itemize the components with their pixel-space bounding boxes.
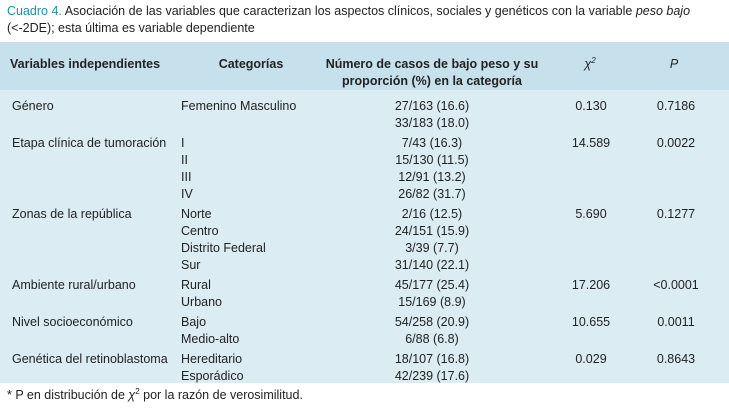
row-cases: 33/183 (18.0) (394, 116, 470, 130)
footnote: * P en distribución de χ2 por la razón d… (7, 386, 303, 402)
row-chi2: 0.130 (575, 99, 607, 113)
header-p: P (669, 57, 679, 71)
row-p: 0.8643 (656, 352, 696, 366)
row-category: IV (181, 187, 193, 201)
header-variables: Variables independientes (10, 57, 161, 71)
row-p: 0.1277 (656, 207, 696, 221)
data-table: Variables independientes Categorías Núme… (0, 42, 729, 383)
caption-text: Asociación de las variables que caracter… (61, 4, 636, 18)
row-cases: 15/169 (8.9) (398, 295, 466, 309)
row-cases: 31/140 (22.1) (394, 258, 470, 272)
row-category: Rural (181, 278, 211, 292)
row-chi2: 10.655 (571, 315, 611, 329)
header-chi2: χ2 (584, 55, 596, 71)
caption-italic: peso bajo (635, 4, 691, 18)
row-variable: Nivel socioeconómico (12, 315, 133, 329)
row-category: II (181, 153, 188, 167)
row-chi2: 17.206 (571, 278, 611, 292)
row-p: <0.0001 (653, 278, 699, 292)
row-cases: 18/107 (16.8) (394, 352, 470, 366)
row-cases: 15/130 (11.5) (395, 153, 469, 167)
table-caption: Cuadro 4. Asociación de las variables qu… (7, 3, 722, 37)
row-variable: Zonas de la república (12, 207, 132, 221)
row-cases: 42/239 (17.6) (394, 369, 470, 383)
header-cases: Número de casos de bajo peso y su propor… (325, 57, 539, 88)
row-cases: 27/163 (16.6) (394, 99, 470, 113)
row-category: Centro (181, 224, 219, 238)
row-cases: 6/88 (6.8) (405, 332, 459, 346)
caption-label: Cuadro 4. (7, 4, 62, 18)
header-categories: Categorías (218, 57, 284, 71)
row-variable: Etapa clínica de tumoración (12, 136, 167, 150)
table-header: Variables independientes Categorías Núme… (0, 42, 729, 90)
row-category: Hereditario (181, 352, 243, 366)
row-cases: 45/177 (25.4) (394, 278, 470, 292)
row-category: Sur (181, 258, 201, 272)
row-chi2: 14.589 (571, 136, 611, 150)
row-variable: Genética del retinoblastoma (12, 352, 168, 366)
row-category: Urbano (181, 295, 222, 309)
row-p: 0.0011 (657, 315, 695, 329)
row-cases: 24/151 (15.9) (394, 224, 470, 238)
row-cases: 54/258 (20.9) (394, 315, 470, 329)
row-variable: Ambiente rural/urbano (12, 278, 136, 292)
row-category: III (181, 170, 192, 184)
row-variable: Género (12, 99, 54, 113)
row-p: 0.0022 (656, 136, 696, 150)
caption-text-end: (<-2DE); esta última es variable dependi… (7, 21, 255, 35)
row-category: Distrito Federal (181, 241, 266, 255)
row-cases: 12/91 (13.2) (398, 170, 466, 184)
row-cases: 26/82 (31.7) (398, 187, 466, 201)
row-category: Esporádico (181, 369, 244, 383)
row-cases: 3/39 (7.7) (405, 241, 459, 255)
row-cases: 7/43 (16.3) (401, 136, 463, 150)
row-category: Bajo (181, 315, 207, 329)
row-category: Femenino Masculino (181, 99, 297, 113)
row-category: Medio-alto (181, 332, 240, 346)
row-category: I (181, 136, 185, 150)
row-p: 0.7186 (656, 99, 696, 113)
row-chi2: 0.029 (575, 352, 607, 366)
row-category: Norte (181, 207, 212, 221)
row-cases: 2/16 (12.5) (401, 207, 463, 221)
row-chi2: 5.690 (575, 207, 607, 221)
